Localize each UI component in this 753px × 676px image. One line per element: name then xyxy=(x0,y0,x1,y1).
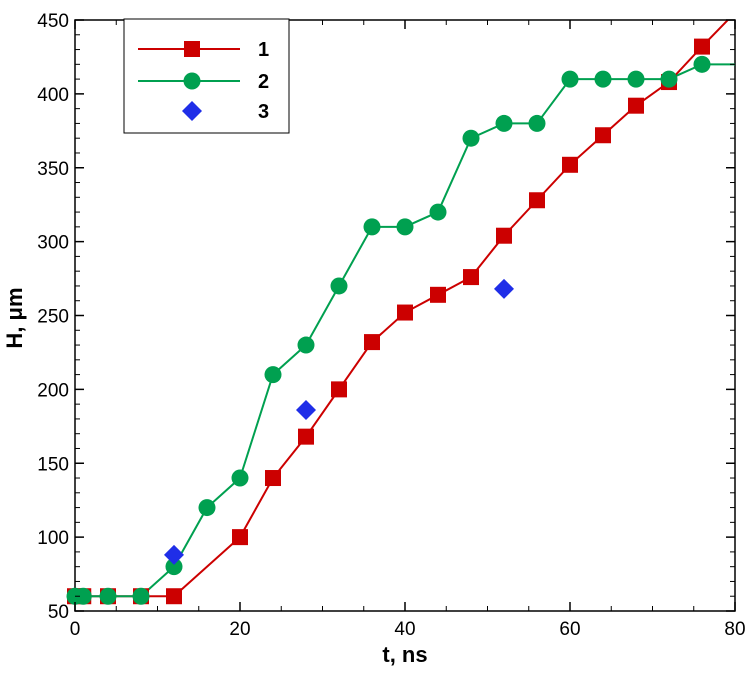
x-tick-label: 0 xyxy=(70,619,81,640)
y-tick-label: 400 xyxy=(37,85,69,106)
series-2-point xyxy=(165,558,183,576)
series-2-point xyxy=(462,129,480,147)
y-tick-label: 200 xyxy=(37,380,69,401)
series-2-point xyxy=(330,277,348,295)
series-1-point xyxy=(694,38,710,55)
series-2-point xyxy=(429,203,447,221)
series-1-point xyxy=(331,381,347,398)
x-tick-label: 40 xyxy=(394,619,415,640)
legend-label-2: 2 xyxy=(258,71,269,93)
y-tick-label: 100 xyxy=(37,528,69,549)
series-2-point xyxy=(627,70,645,88)
series-1-point xyxy=(364,334,380,351)
series-1-point xyxy=(298,428,314,445)
series-2-point xyxy=(561,70,579,88)
y-tick-label: 450 xyxy=(37,11,69,32)
series-1-point xyxy=(463,269,479,286)
series-3-point xyxy=(494,278,514,299)
legend-box xyxy=(123,18,290,134)
legend: 1 2 3 xyxy=(123,18,290,134)
series-2-point xyxy=(231,469,249,487)
y-axis-label: H, μm xyxy=(2,287,27,348)
y-tick-label: 150 xyxy=(37,454,69,475)
y-tick-label: 50 xyxy=(48,602,69,623)
series-1-point xyxy=(397,304,413,321)
y-tick-label: 300 xyxy=(37,233,69,254)
series-2-point xyxy=(594,70,612,88)
series-2-point xyxy=(297,336,315,354)
series-2-point xyxy=(396,218,414,236)
series-1-point xyxy=(265,470,281,487)
legend-label-1: 1 xyxy=(258,39,269,61)
series-1-point xyxy=(232,529,248,546)
series-1-point xyxy=(595,127,611,144)
series-markers xyxy=(66,38,711,605)
series-1-point xyxy=(529,192,545,209)
series-1-point xyxy=(430,286,446,303)
series-2-line xyxy=(75,63,735,598)
series-3-point xyxy=(296,400,316,421)
legend-marker-2 xyxy=(183,72,201,90)
legend-label-3: 3 xyxy=(258,101,269,123)
x-tick-label: 80 xyxy=(724,619,745,640)
legend-marker-3 xyxy=(182,101,202,121)
x-tick-label: 20 xyxy=(229,619,250,640)
x-axis-label: t, ns xyxy=(382,642,427,667)
series-2-point xyxy=(132,587,150,605)
series-1-point xyxy=(496,227,512,244)
y-tick-label: 250 xyxy=(37,307,69,328)
x-tick-label: 60 xyxy=(559,619,580,640)
series-1-point xyxy=(166,588,182,605)
series-2-point xyxy=(495,114,513,132)
series-2-point xyxy=(693,55,711,73)
axis-ticks: 0 20 40 60 80 50 100 150 200 250 300 350 400 450 xyxy=(37,11,745,640)
series-2-point xyxy=(99,587,117,605)
series-2-point xyxy=(74,587,92,605)
series-1-point xyxy=(562,156,578,173)
y-tick-label: 350 xyxy=(37,159,69,180)
series-2-point xyxy=(198,499,216,517)
series-1-point xyxy=(628,97,644,114)
series-2-point xyxy=(528,114,546,132)
legend-marker-1 xyxy=(184,41,200,57)
series-2-point xyxy=(264,366,282,384)
series-2-point xyxy=(363,218,381,236)
series-2-point xyxy=(660,70,678,88)
series-3-point xyxy=(164,544,184,565)
